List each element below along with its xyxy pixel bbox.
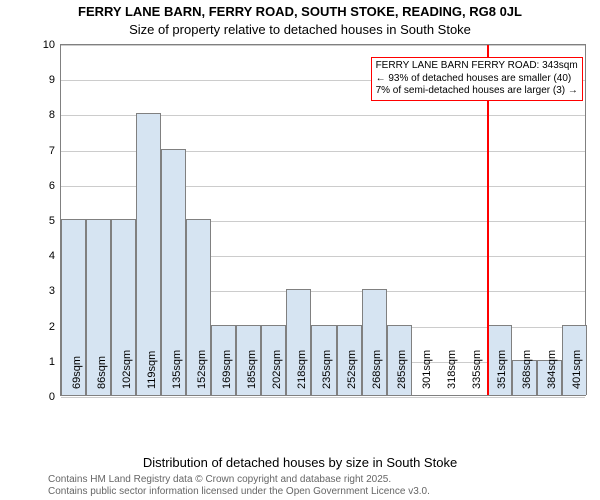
attribution-line: Contains HM Land Registry data © Crown c… bbox=[48, 474, 430, 486]
plot-area: 01234567891069sqm86sqm102sqm119sqm135sqm… bbox=[60, 44, 586, 396]
x-tick-label: 252sqm bbox=[346, 350, 358, 389]
y-tick-label: 1 bbox=[49, 356, 61, 368]
annotation-box: FERRY LANE BARN FERRY ROAD: 343sqm← 93% … bbox=[371, 57, 583, 101]
gridline bbox=[61, 397, 585, 398]
y-tick-label: 10 bbox=[43, 39, 61, 51]
x-tick-label: 185sqm bbox=[246, 350, 258, 389]
x-tick-label: 169sqm bbox=[221, 350, 233, 389]
y-tick-label: 5 bbox=[49, 215, 61, 227]
y-tick-label: 2 bbox=[49, 321, 61, 333]
annotation-line: FERRY LANE BARN FERRY ROAD: 343sqm bbox=[376, 60, 578, 73]
x-tick-label: 268sqm bbox=[371, 350, 383, 389]
y-tick-label: 0 bbox=[49, 391, 61, 403]
x-tick-label: 102sqm bbox=[121, 350, 133, 389]
x-tick-label: 235sqm bbox=[321, 350, 333, 389]
y-tick-label: 7 bbox=[49, 145, 61, 157]
attribution-text: Contains HM Land Registry data © Crown c… bbox=[48, 474, 430, 498]
chart-title-line1: FERRY LANE BARN, FERRY ROAD, SOUTH STOKE… bbox=[0, 4, 600, 19]
x-tick-label: 335sqm bbox=[471, 350, 483, 389]
x-tick-label: 119sqm bbox=[146, 351, 158, 389]
x-tick-label: 202sqm bbox=[271, 350, 283, 389]
x-tick-label: 301sqm bbox=[421, 350, 433, 389]
annotation-line: ← 93% of detached houses are smaller (40… bbox=[376, 73, 578, 86]
x-tick-label: 318sqm bbox=[446, 350, 458, 389]
x-tick-label: 351sqm bbox=[496, 350, 508, 389]
y-tick-label: 9 bbox=[49, 74, 61, 86]
y-tick-label: 4 bbox=[49, 250, 61, 262]
x-tick-label: 285sqm bbox=[396, 350, 408, 389]
x-tick-label: 135sqm bbox=[171, 350, 183, 389]
x-tick-label: 218sqm bbox=[296, 350, 308, 389]
x-tick-label: 69sqm bbox=[71, 356, 83, 389]
y-tick-label: 6 bbox=[49, 180, 61, 192]
gridline bbox=[61, 45, 585, 46]
x-tick-label: 384sqm bbox=[546, 350, 558, 389]
x-tick-label: 86sqm bbox=[96, 356, 108, 389]
x-tick-label: 152sqm bbox=[196, 350, 208, 389]
y-tick-label: 8 bbox=[49, 109, 61, 121]
attribution-line: Contains public sector information licen… bbox=[48, 486, 430, 498]
annotation-line: 7% of semi-detached houses are larger (3… bbox=[376, 85, 578, 98]
y-tick-label: 3 bbox=[49, 285, 61, 297]
x-tick-label: 368sqm bbox=[521, 350, 533, 389]
chart-title-line2: Size of property relative to detached ho… bbox=[0, 22, 600, 37]
chart-container: FERRY LANE BARN, FERRY ROAD, SOUTH STOKE… bbox=[0, 0, 600, 500]
x-tick-label: 401sqm bbox=[571, 350, 583, 389]
x-axis-label: Distribution of detached houses by size … bbox=[0, 455, 600, 470]
